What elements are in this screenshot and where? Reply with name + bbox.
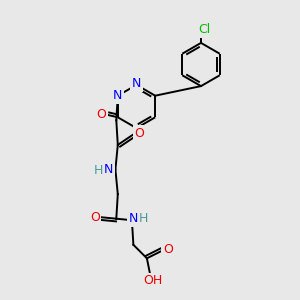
Text: N: N [132,77,141,90]
Text: N: N [113,89,122,102]
Text: O: O [163,243,173,256]
Text: O: O [134,127,144,140]
Text: Cl: Cl [198,23,210,36]
Text: O: O [90,211,100,224]
Text: H: H [139,212,148,226]
Text: O: O [97,108,106,122]
Text: OH: OH [143,274,163,287]
Text: H: H [94,164,103,177]
Text: N: N [104,163,113,176]
Text: N: N [129,212,138,226]
